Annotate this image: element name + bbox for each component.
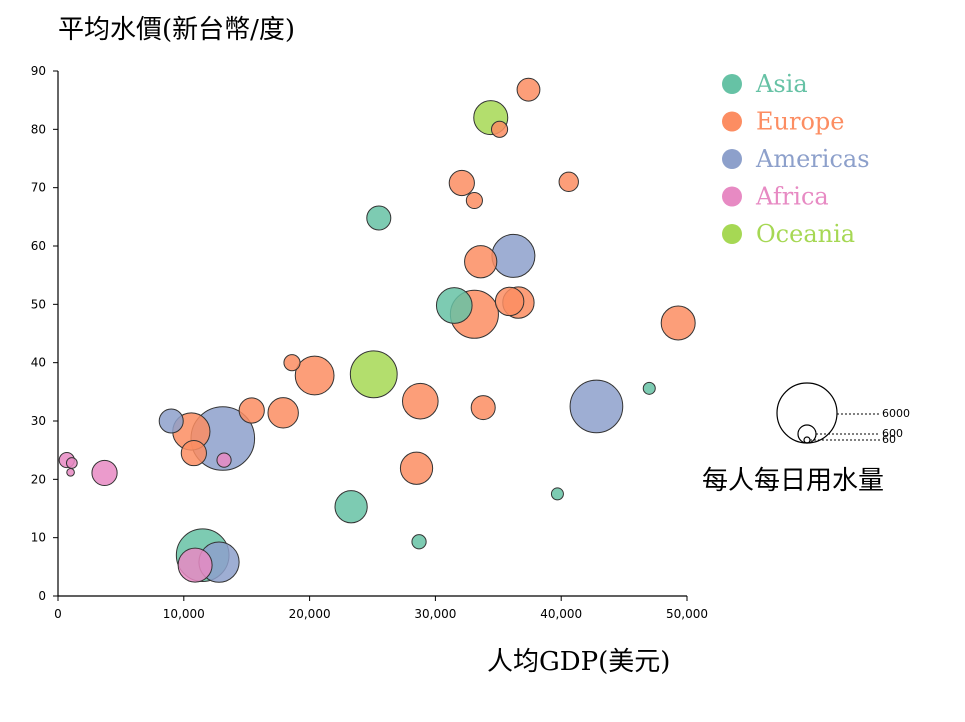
bubble-europe — [267, 397, 299, 429]
bubble-europe — [558, 171, 579, 193]
bubble-europe — [180, 439, 207, 467]
size-legend-label: 60 — [882, 433, 896, 446]
x-tick-label: 50,000 — [666, 607, 708, 621]
x-tick-label: 0 — [54, 607, 62, 621]
legend-label-asia: Asia — [755, 70, 808, 98]
bubble-europe — [464, 245, 498, 279]
bubble-europe — [399, 451, 434, 485]
bubble-africa — [66, 468, 75, 477]
axes: 0 10 20 30 40 50 60 70 80 90 0 10,000 20,000 30,000 40… — [31, 64, 708, 621]
bubble-oceania — [349, 350, 398, 399]
bubble-europe — [470, 395, 496, 421]
bubble-asia — [366, 205, 392, 231]
bubble-europe — [516, 77, 541, 102]
legend-swatch-europe — [722, 111, 742, 132]
legend-swatch-americas — [722, 149, 742, 169]
legend-swatch-africa — [722, 186, 742, 207]
x-tick-label: 10,000 — [163, 607, 205, 621]
y-tick-label: 90 — [31, 64, 46, 78]
x-tick-label: 40,000 — [540, 607, 582, 621]
y-tick-label: 0 — [38, 589, 46, 603]
bubble-asia — [411, 534, 427, 550]
y-tick-label: 60 — [31, 239, 46, 253]
bubble-americas — [158, 408, 184, 434]
y-tick-label: 70 — [31, 181, 46, 195]
legend-label-africa: Africa — [755, 183, 829, 211]
y-tick-label: 10 — [31, 531, 46, 545]
bubble-europe — [465, 191, 483, 210]
size-legend-circle — [797, 424, 817, 444]
x-axis-title: 人均GDP(美元) — [487, 647, 670, 677]
data-bubbles — [58, 77, 696, 583]
bubble-europe — [283, 354, 301, 372]
size-legend-label: 600 — [882, 427, 903, 440]
y-tick-label: 50 — [31, 297, 46, 311]
bubble-europe — [238, 397, 265, 424]
size-legend-title: 每人每日用水量 — [702, 466, 884, 496]
size-legend-label: 6000 — [882, 407, 910, 420]
bubble-europe — [448, 169, 475, 197]
bubble-africa — [91, 459, 118, 487]
bubble-africa — [65, 457, 78, 469]
y-tick-label: 80 — [31, 122, 46, 136]
bubble-europe — [401, 382, 439, 420]
y-tick-label: 20 — [31, 472, 46, 486]
bubble-asia — [334, 490, 368, 524]
legend-swatch-asia — [722, 74, 742, 94]
size-legend-circle — [803, 436, 811, 444]
bubble-europe — [294, 355, 335, 396]
y-tick-label: 30 — [31, 414, 46, 428]
bubble-europe — [660, 305, 696, 341]
bubble-europe — [494, 286, 525, 317]
bubble-americas — [491, 233, 536, 278]
legend-swatch-oceania — [722, 224, 742, 244]
legend-label-americas: Americas — [755, 145, 870, 173]
legend-label-oceania: Oceania — [756, 220, 855, 248]
bubble-asia — [435, 287, 473, 324]
x-tick-label: 30,000 — [414, 607, 456, 621]
x-tick-label: 20,000 — [289, 607, 331, 621]
bubble-africa — [177, 547, 213, 583]
bubble-africa — [216, 452, 232, 468]
bubble-asia — [550, 487, 564, 501]
bubble-europe — [490, 120, 509, 138]
y-tick-label: 40 — [31, 356, 46, 370]
bubble-americas — [569, 379, 624, 434]
bubble-asia — [642, 381, 656, 395]
region-legend: Asia Europe Americas Africa Oceania — [722, 70, 870, 248]
y-axis-title: 平均水價(新台幣/度) — [58, 15, 295, 45]
legend-label-europe: Europe — [756, 108, 844, 136]
